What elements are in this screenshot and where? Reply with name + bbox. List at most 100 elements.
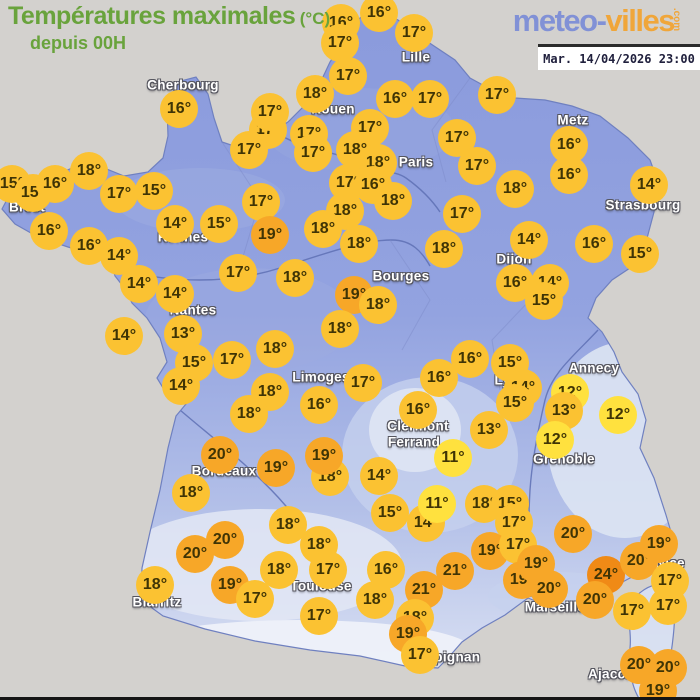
temp-marker: 18°: [374, 182, 412, 220]
temp-marker: 16°: [399, 391, 437, 429]
temp-marker: 18°: [340, 225, 378, 263]
city-label-limoges: Limoges: [292, 369, 350, 385]
temp-marker: 16°: [36, 165, 74, 203]
site-logo[interactable]: meteo-villes: [512, 3, 676, 39]
temp-marker: 11°: [418, 485, 456, 523]
temp-marker: 12°: [536, 421, 574, 459]
temp-marker: 17°: [213, 341, 251, 379]
temp-marker: 19°: [257, 449, 295, 487]
temp-marker: 20°: [554, 515, 592, 553]
temp-marker: 18°: [356, 581, 394, 619]
temp-marker: 17°: [649, 587, 687, 625]
page-title: Températures maximales: [8, 2, 296, 30]
temp-marker: 16°: [575, 225, 613, 263]
temp-marker: 17°: [100, 175, 138, 213]
temp-marker: 18°: [230, 395, 268, 433]
temp-marker: 15°: [496, 384, 534, 422]
temp-marker: 20°: [576, 581, 614, 619]
temp-marker: 14°: [156, 205, 194, 243]
subtitle: depuis 00H: [30, 33, 127, 53]
city-label-bourges: Bourges: [372, 268, 430, 284]
temp-marker: 14°: [162, 367, 200, 405]
city-label-strasbourg: Strasbourg: [605, 197, 681, 213]
temp-marker: 21°: [436, 552, 474, 590]
temp-marker: 15°: [175, 344, 213, 382]
temp-marker: 18°: [172, 474, 210, 512]
city-label-metz: Metz: [557, 112, 589, 128]
temp-marker: 17°: [329, 57, 367, 95]
temp-marker: 20°: [530, 570, 568, 608]
temp-marker: 15°: [621, 235, 659, 273]
temp-marker: 14°: [510, 221, 548, 259]
temp-marker: 18°: [425, 230, 463, 268]
temp-marker: 17°: [411, 80, 449, 118]
bottom-border-bar: [0, 697, 700, 700]
temp-marker: 18°: [496, 170, 534, 208]
region-border: [431, 77, 471, 183]
temp-marker: 14°: [360, 457, 398, 495]
temp-marker: 17°: [401, 636, 439, 674]
temp-marker: 17°: [395, 14, 433, 52]
city-label-ferrand: Ferrand: [387, 434, 441, 450]
temp-marker: 14°: [105, 317, 143, 355]
temp-marker: 16°: [30, 212, 68, 250]
temp-marker: 15°: [371, 494, 409, 532]
temp-marker: 16°: [420, 359, 458, 397]
temp-marker: 18°: [276, 259, 314, 297]
temp-marker: 15°: [135, 172, 173, 210]
logo-meteo-part: meteo-: [512, 3, 607, 38]
region-border: [389, 239, 431, 351]
city-label-cherbourg: Cherbourg: [147, 77, 219, 93]
temp-marker: 14°: [120, 265, 158, 303]
city-label-lille: Lille: [401, 49, 431, 65]
temp-marker: 17°: [236, 580, 274, 618]
datetime-box: Mar. 14/04/2026 23:00: [538, 44, 700, 70]
temp-marker: 17°: [613, 592, 651, 630]
temp-marker: 15°: [200, 205, 238, 243]
temp-marker: 11°: [434, 439, 472, 477]
temp-marker: 17°: [443, 195, 481, 233]
city-label-paris: Paris: [398, 154, 434, 170]
temp-marker: 17°: [309, 551, 347, 589]
temp-marker: 17°: [344, 364, 382, 402]
temp-marker: 14°: [630, 166, 668, 204]
temp-marker: 19°: [639, 672, 677, 700]
temp-marker: 17°: [458, 147, 496, 185]
temp-marker: 17°: [478, 76, 516, 114]
temp-marker: 16°: [376, 80, 414, 118]
temp-marker: 19°: [640, 525, 678, 563]
temp-marker: 18°: [260, 551, 298, 589]
logo-com-suffix: .com: [670, 7, 682, 32]
temp-marker: 18°: [321, 310, 359, 348]
title-unit: (°C): [299, 9, 331, 28]
temp-marker: 16°: [360, 0, 398, 32]
city-label-annecy: Annecy: [568, 360, 620, 376]
temp-marker: 17°: [300, 597, 338, 635]
temp-marker: 18°: [304, 210, 342, 248]
temp-marker: 17°: [219, 254, 257, 292]
temp-marker: 18°: [296, 75, 334, 113]
temp-marker: 16°: [300, 386, 338, 424]
temp-marker: 17°: [242, 183, 280, 221]
temp-marker: 16°: [451, 340, 489, 378]
datetime-text: Mar. 14/04/2026 23:00: [543, 51, 695, 66]
temp-marker: 20°: [201, 436, 239, 474]
temp-marker: 18°: [256, 330, 294, 368]
temp-marker: 17°: [230, 131, 268, 169]
temp-marker: 18°: [136, 566, 174, 604]
temp-marker: 19°: [305, 437, 343, 475]
temp-marker: 14°: [156, 275, 194, 313]
temp-marker: 17°: [251, 93, 289, 131]
temp-marker: 17°: [321, 24, 359, 62]
logo-villes-part: villes: [605, 3, 675, 38]
temp-marker: 19°: [251, 216, 289, 254]
temp-marker: 12°: [599, 396, 637, 434]
temp-marker: 13°: [470, 411, 508, 449]
temp-marker: 16°: [550, 156, 588, 194]
temp-marker: 17°: [294, 134, 332, 172]
temp-marker: 20°: [176, 535, 214, 573]
temp-marker: 15°: [525, 282, 563, 320]
title-block: Températures maximales (°C) depuis 00H: [8, 2, 330, 54]
temp-marker: 16°: [160, 90, 198, 128]
